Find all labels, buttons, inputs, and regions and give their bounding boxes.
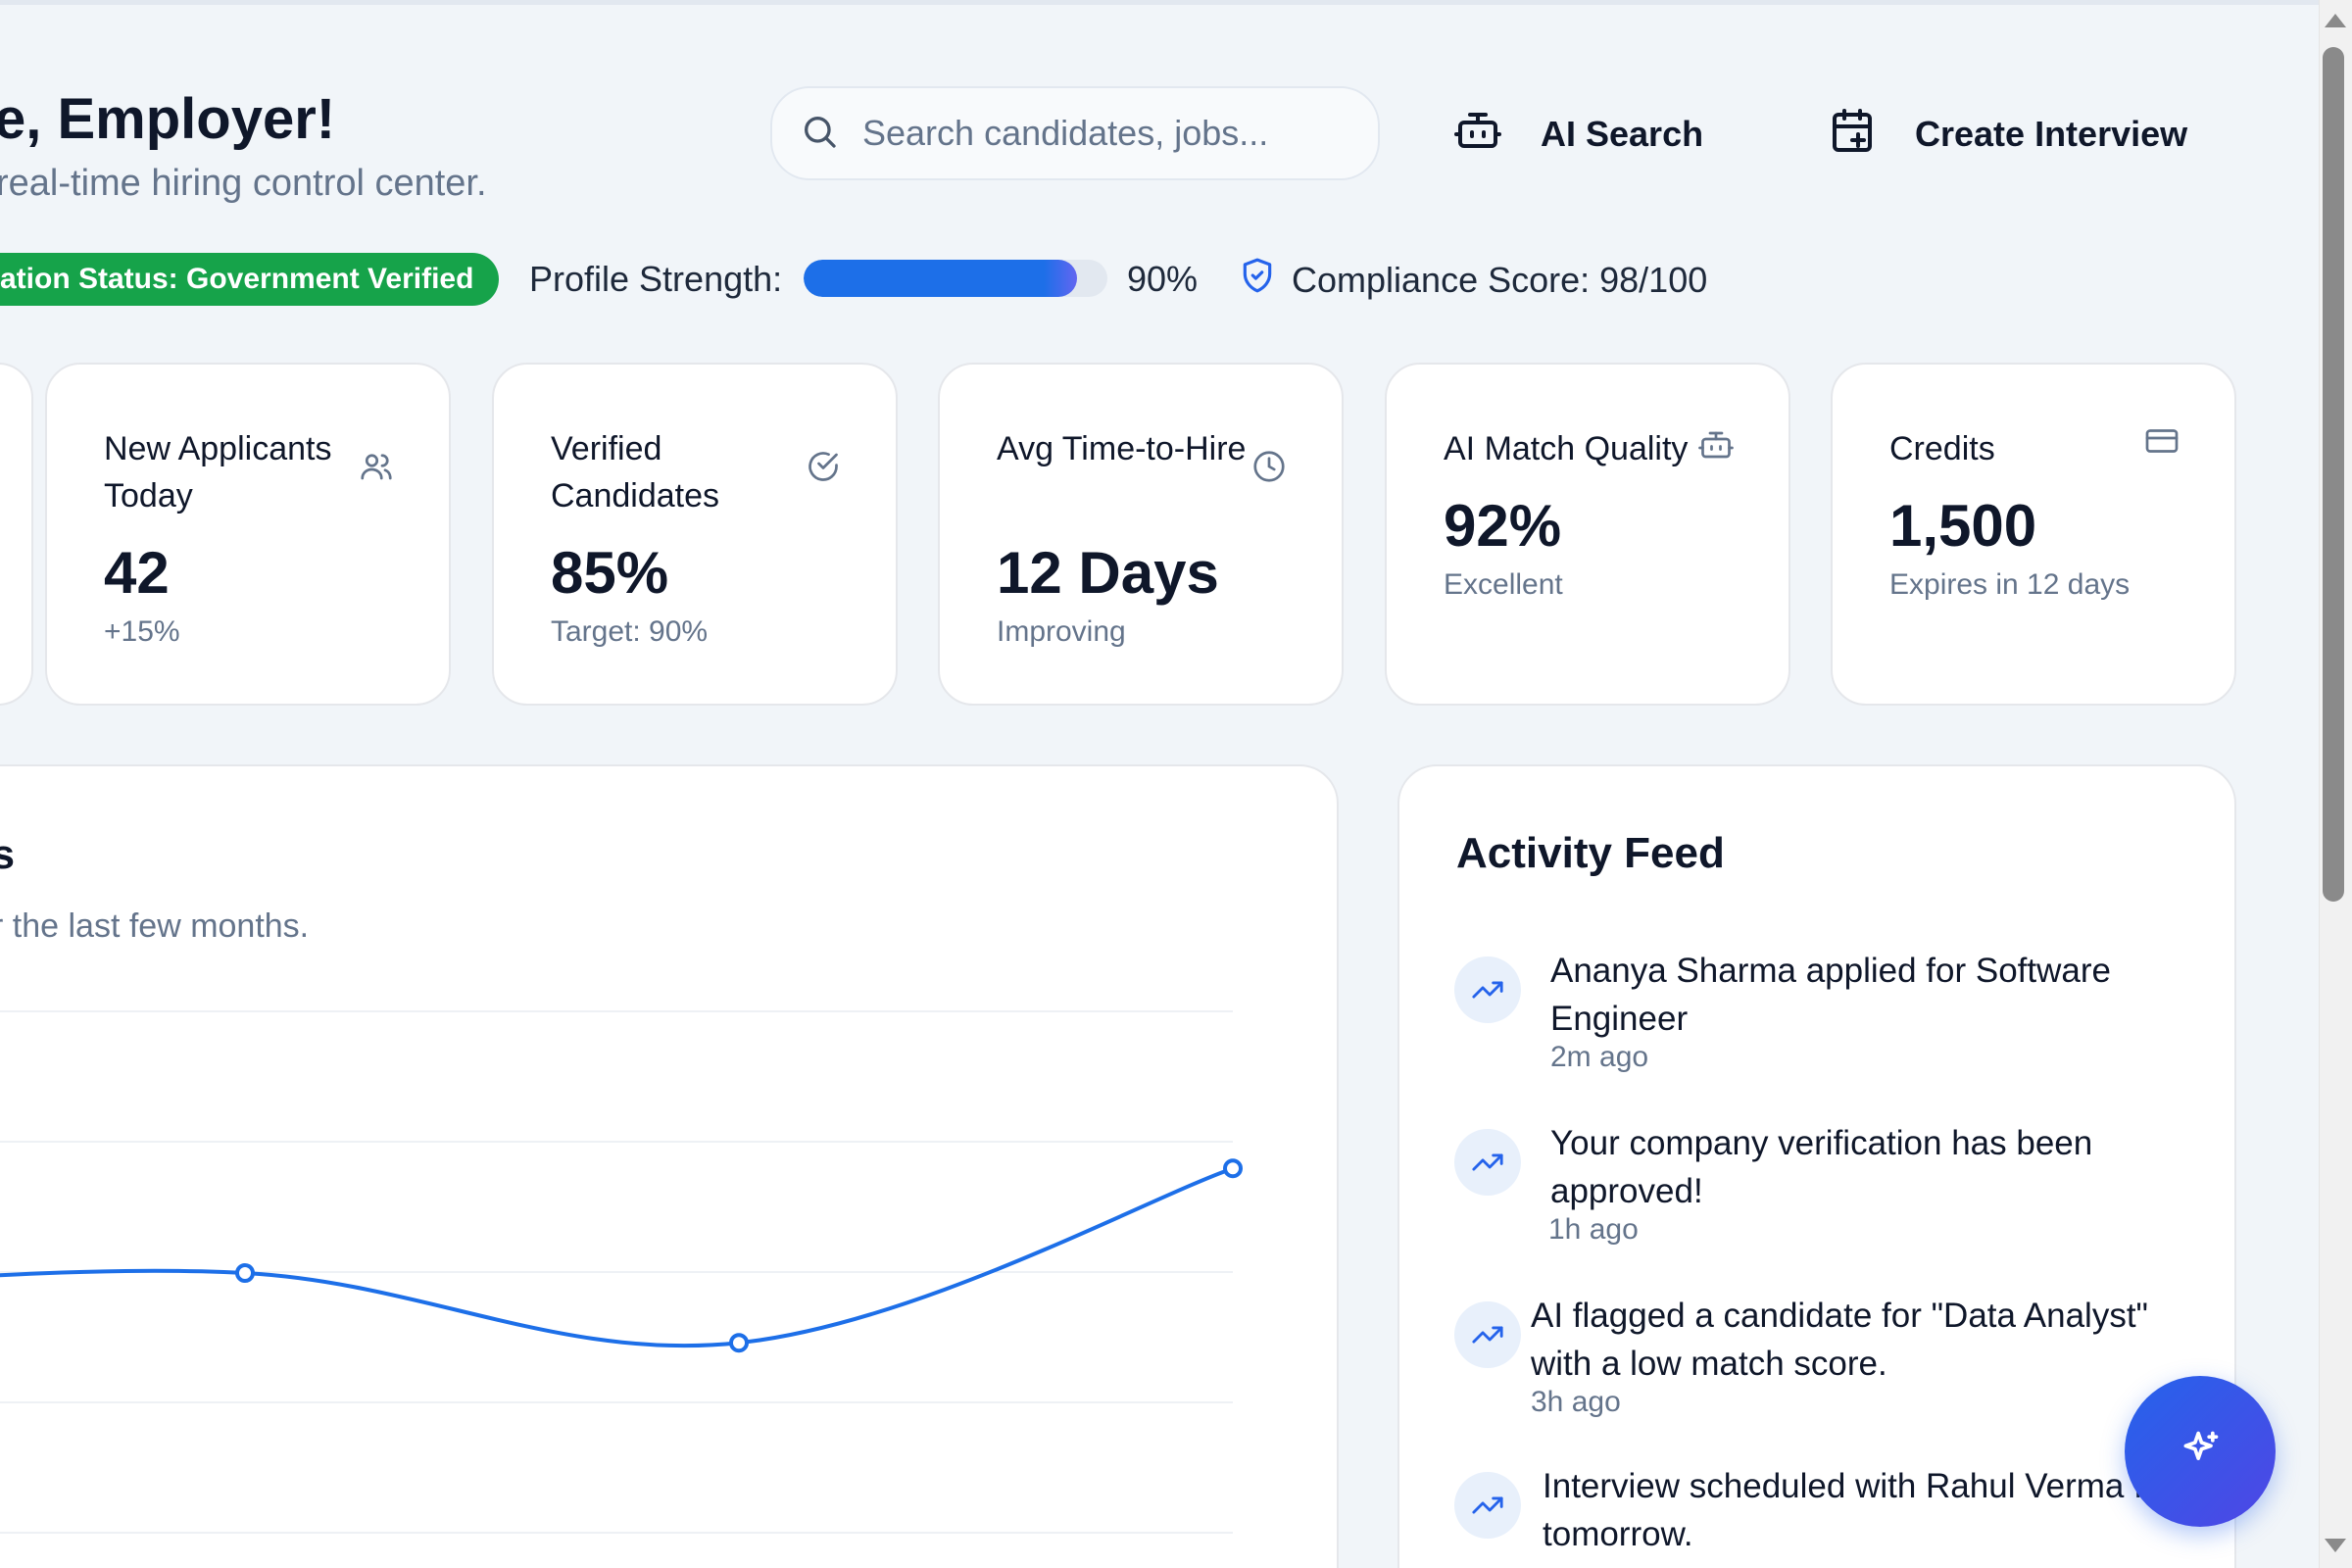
compliance-score: Compliance Score: 98/100 — [1239, 257, 1707, 303]
stat-label: New Applicants Today — [104, 430, 332, 514]
stat-label: Credits — [1889, 430, 1995, 467]
activity-text: Interview scheduled with Rahul Verma for… — [1543, 1467, 2174, 1553]
trending-up-icon — [1454, 1301, 1521, 1368]
chart-point[interactable] — [729, 1333, 749, 1353]
create-interview-button[interactable]: Create Interview — [1829, 104, 2187, 165]
check-circle-icon — [806, 449, 841, 484]
page-subtitle: real-time hiring control center. — [0, 163, 487, 204]
stat-value: 1,500 — [1889, 493, 2037, 559]
stat-card-ai-match-quality[interactable]: AI Match Quality 92% Excellent — [1385, 363, 1790, 706]
stat-subtext: +15% — [104, 615, 180, 648]
activity-feed-title: Activity Feed — [1456, 829, 1725, 877]
shield-check-icon — [1239, 257, 1292, 303]
stat-label: Avg Time-to-Hire — [997, 430, 1247, 467]
line-chart — [0, 1010, 1243, 1534]
search-input[interactable] — [862, 113, 1333, 154]
chart-subtitle: r the last few months. — [0, 907, 310, 945]
activity-time: 1h ago — [1548, 1213, 1639, 1246]
clock-icon — [1251, 449, 1287, 484]
activity-time: 2m ago — [1550, 1041, 1649, 1073]
activity-text: AI flagged a candidate for "Data Analyst… — [1531, 1297, 2148, 1383]
ai-assistant-fab[interactable] — [2125, 1376, 2276, 1527]
stat-value: 85% — [551, 540, 669, 606]
stat-card-partial — [0, 363, 33, 706]
profile-strength-fill — [804, 260, 1077, 297]
chart-point[interactable] — [235, 1263, 255, 1283]
chart-title: ls — [0, 831, 16, 877]
trending-up-icon — [1454, 956, 1521, 1023]
search-icon — [800, 112, 839, 156]
stat-card-new-applicants[interactable]: New Applicants Today 42 +15% — [45, 363, 451, 706]
scroll-down-arrow[interactable] — [2325, 1539, 2346, 1552]
profile-strength-label: Profile Strength: — [529, 259, 783, 299]
top-border — [0, 0, 2319, 5]
activity-text: Your company verification has been appro… — [1550, 1124, 2093, 1210]
trending-up-icon — [1454, 1129, 1521, 1196]
stat-subtext: Excellent — [1444, 568, 1563, 601]
stat-value: 42 — [104, 540, 170, 606]
credit-card-icon — [2144, 423, 2180, 459]
chart-series-line — [0, 1166, 1234, 1348]
bot-icon — [1454, 107, 1541, 163]
chart-card — [0, 764, 1339, 1568]
stat-card-verified-candidates[interactable]: Verified Candidates 85% Target: 90% — [492, 363, 898, 706]
stat-card-avg-time-to-hire[interactable]: Avg Time-to-Hire 12 Days Improving — [938, 363, 1344, 706]
trending-up-icon — [1454, 1472, 1521, 1539]
stat-value: 12 Days — [997, 540, 1219, 606]
stat-label: AI Match Quality — [1444, 430, 1689, 467]
stat-subtext: Improving — [997, 615, 1126, 648]
chart-point[interactable] — [1223, 1158, 1243, 1179]
create-interview-label: Create Interview — [1915, 114, 2188, 154]
page-title: e, Employer! — [0, 87, 336, 151]
scrollbar-thumb[interactable] — [2323, 47, 2344, 902]
sparkles-icon — [2179, 1428, 2222, 1476]
stat-card-credits[interactable]: Credits 1,500 Expires in 12 days — [1831, 363, 2236, 706]
bot-icon — [1698, 427, 1734, 463]
activity-text: Ananya Sharma applied for Software Engin… — [1550, 952, 2111, 1038]
stat-label: Verified Candidates — [551, 430, 720, 514]
activity-time: 3h ago — [1531, 1386, 1621, 1418]
stat-subtext: Expires in 12 days — [1889, 568, 2131, 601]
verification-status-badge: ation Status: Government Verified — [0, 253, 500, 306]
compliance-score-text: Compliance Score: 98/100 — [1292, 259, 1708, 300]
profile-strength-value: 90% — [1127, 259, 1199, 299]
scroll-up-arrow[interactable] — [2325, 14, 2346, 27]
activity-feed-card — [1397, 764, 2236, 1568]
users-icon — [359, 449, 394, 484]
stat-subtext: Target: 90% — [551, 615, 709, 648]
profile-strength-bar — [804, 260, 1107, 297]
search-bar[interactable] — [770, 86, 1380, 180]
calendar-plus-icon — [1829, 107, 1915, 163]
ai-search-label: AI Search — [1541, 114, 1704, 154]
stat-value: 92% — [1444, 493, 1562, 559]
ai-search-button[interactable]: AI Search — [1454, 104, 1703, 165]
